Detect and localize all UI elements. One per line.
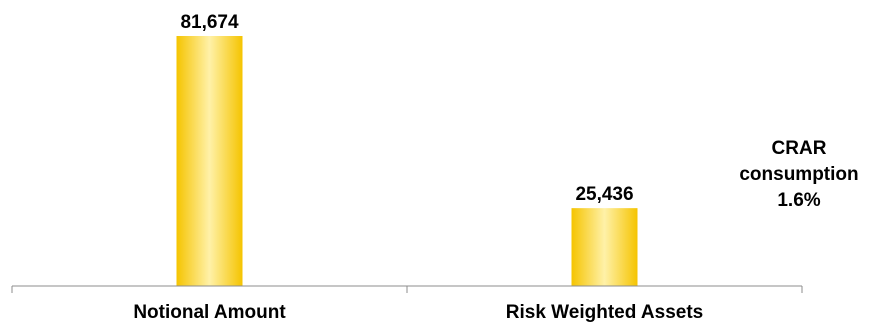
x-axis (11, 285, 803, 293)
category-label-1: Risk Weighted Assets (506, 302, 703, 323)
bar-1 (571, 208, 638, 286)
annotation-line-1: CRAR (771, 138, 827, 159)
bars-group (176, 36, 638, 286)
labels-group: 81,674 Notional Amount 25,436 Risk Weighted… (133, 12, 703, 323)
value-label-1: 25,436 (575, 184, 633, 205)
bar-0 (176, 36, 243, 286)
annotation-line-2: consumption (739, 164, 859, 185)
crar-annotation: CRAR consumption 1.6% (720, 136, 878, 214)
category-label-0: Notional Amount (133, 302, 286, 323)
annotation-line-3: 1.6% (777, 190, 821, 211)
value-label-0: 81,674 (180, 12, 239, 33)
